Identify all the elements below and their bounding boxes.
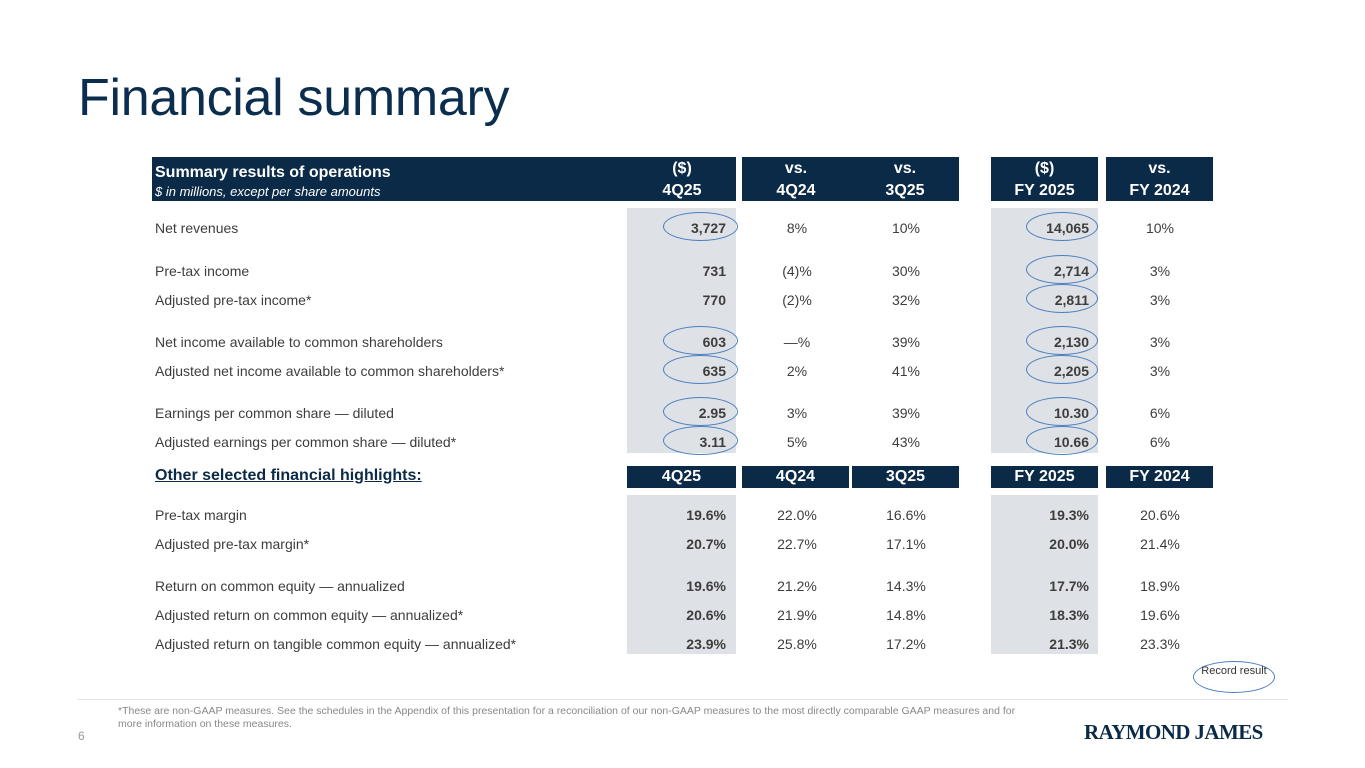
value-fy24: 19.6%: [1140, 607, 1180, 623]
value-vs-3q25: 39%: [891, 405, 921, 421]
value-4q25: 20.7%: [686, 536, 726, 552]
value-4q25: 19.6%: [686, 578, 726, 594]
value-4q24: 21.9%: [777, 607, 817, 623]
value-vs-3q25: 32%: [891, 292, 921, 308]
highlights-col-header: 4Q24: [742, 466, 849, 488]
record-oval: [1026, 255, 1098, 284]
value-4q25: 731: [702, 263, 726, 279]
row-label: Adjusted pre-tax income*: [155, 292, 312, 308]
value-vs-4q24: (2)%: [782, 292, 812, 308]
row-label: Pre-tax margin: [155, 507, 247, 523]
col-3q25-header: vs. 3Q25: [885, 160, 925, 199]
value-4q24: 22.7%: [777, 536, 817, 552]
value-3q25: 17.1%: [886, 536, 926, 552]
value-4q25: 770: [702, 292, 726, 308]
value-fy25: 17.7%: [1049, 578, 1089, 594]
company-logo: RAYMOND JAMES: [1084, 720, 1263, 744]
value-vs-fy24: 3%: [1149, 263, 1171, 279]
summary-header-subtitle: $ in millions, except per share amounts: [155, 184, 381, 199]
col-4q25-shade-2: [627, 495, 736, 654]
value-vs-3q25: 30%: [891, 263, 921, 279]
row-label: Pre-tax income: [155, 263, 250, 279]
value-vs-4q24: 3%: [786, 405, 808, 421]
row-label: Return on common equity — annualized: [155, 578, 405, 594]
summary-header: Summary results of operations $ in milli…: [152, 157, 736, 201]
value-vs-fy24: 3%: [1149, 363, 1171, 379]
vs-fy2024-header: vs. FY 2024: [1106, 157, 1213, 201]
col-fy25-shade-2: [991, 495, 1098, 654]
highlights-section-title: Other selected financial highlights:: [155, 467, 422, 484]
record-oval: [1026, 355, 1098, 384]
value-vs-3q25: 43%: [891, 434, 921, 450]
value-4q25: 19.6%: [686, 507, 726, 523]
record-oval: [663, 397, 738, 426]
highlights-col-header: FY 2024: [1106, 466, 1213, 488]
value-4q24: 22.0%: [777, 507, 817, 523]
value-vs-4q24: 2%: [786, 363, 808, 379]
value-fy24: 23.3%: [1140, 636, 1180, 652]
value-vs-fy24: 3%: [1149, 292, 1171, 308]
row-label: Adjusted earnings per common share — dil…: [155, 434, 457, 450]
col-4q25-header: ($) 4Q25: [662, 160, 702, 199]
value-fy25: 21.3%: [1049, 636, 1089, 652]
value-fy24: 18.9%: [1140, 578, 1180, 594]
value-vs-fy24: 3%: [1149, 334, 1171, 350]
col-fy24-header: vs. FY 2024: [1129, 160, 1190, 199]
record-oval: [1026, 426, 1098, 455]
row-label: Earnings per common share — diluted: [155, 405, 394, 421]
value-fy24: 21.4%: [1140, 536, 1180, 552]
summary-header-title: Summary results of operations: [155, 164, 391, 181]
value-4q24: 25.8%: [777, 636, 817, 652]
page-number: 6: [78, 729, 85, 743]
record-oval: [1026, 397, 1098, 426]
value-4q25: 23.9%: [686, 636, 726, 652]
value-vs-3q25: 10%: [891, 220, 921, 236]
value-3q25: 14.3%: [886, 578, 926, 594]
row-label: Adjusted return on tangible common equit…: [155, 636, 517, 652]
footer-divider: [78, 699, 1288, 700]
footnote: *These are non-GAAP measures. See the sc…: [118, 705, 1016, 730]
highlights-col-header: 4Q25: [627, 466, 736, 488]
vs-quarter-header: vs. 4Q24 vs. 3Q25: [742, 157, 959, 201]
fy2025-header: ($) FY 2025: [991, 157, 1098, 201]
highlights-col-header: FY 2025: [991, 466, 1098, 488]
highlights-col-header: 3Q25: [852, 466, 959, 488]
record-oval: [663, 426, 738, 455]
value-vs-4q24: (4)%: [782, 263, 812, 279]
row-label: Adjusted return on common equity — annua…: [155, 607, 464, 623]
value-fy24: 20.6%: [1140, 507, 1180, 523]
record-oval: [1026, 212, 1098, 241]
value-vs-4q24: 5%: [786, 434, 808, 450]
record-oval: [663, 212, 738, 241]
value-vs-fy24: 10%: [1145, 220, 1175, 236]
value-vs-3q25: 41%: [891, 363, 921, 379]
row-label: Net income available to common sharehold…: [155, 334, 443, 350]
record-oval: [663, 326, 738, 355]
col-4q24-header: vs. 4Q24: [776, 160, 816, 199]
record-oval: [1026, 284, 1098, 313]
value-3q25: 16.6%: [886, 507, 926, 523]
record-oval: [1026, 326, 1098, 355]
value-3q25: 14.8%: [886, 607, 926, 623]
row-label: Adjusted net income available to common …: [155, 363, 505, 379]
page-title: Financial summary: [78, 69, 510, 127]
col-fy25-header: ($) FY 2025: [1014, 160, 1075, 199]
value-vs-fy24: 6%: [1149, 405, 1171, 421]
record-result-badge: Record result: [1193, 661, 1275, 693]
row-label: Adjusted pre-tax margin*: [155, 536, 310, 552]
value-vs-3q25: 39%: [891, 334, 921, 350]
value-3q25: 17.2%: [886, 636, 926, 652]
value-vs-4q24: 8%: [786, 220, 808, 236]
value-vs-4q24: —%: [783, 334, 811, 350]
record-oval: [663, 355, 738, 384]
value-4q25: 20.6%: [686, 607, 726, 623]
value-fy25: 20.0%: [1049, 536, 1089, 552]
value-vs-fy24: 6%: [1149, 434, 1171, 450]
value-fy25: 18.3%: [1049, 607, 1089, 623]
value-4q24: 21.2%: [777, 578, 817, 594]
value-fy25: 19.3%: [1049, 507, 1089, 523]
row-label: Net revenues: [155, 220, 239, 236]
